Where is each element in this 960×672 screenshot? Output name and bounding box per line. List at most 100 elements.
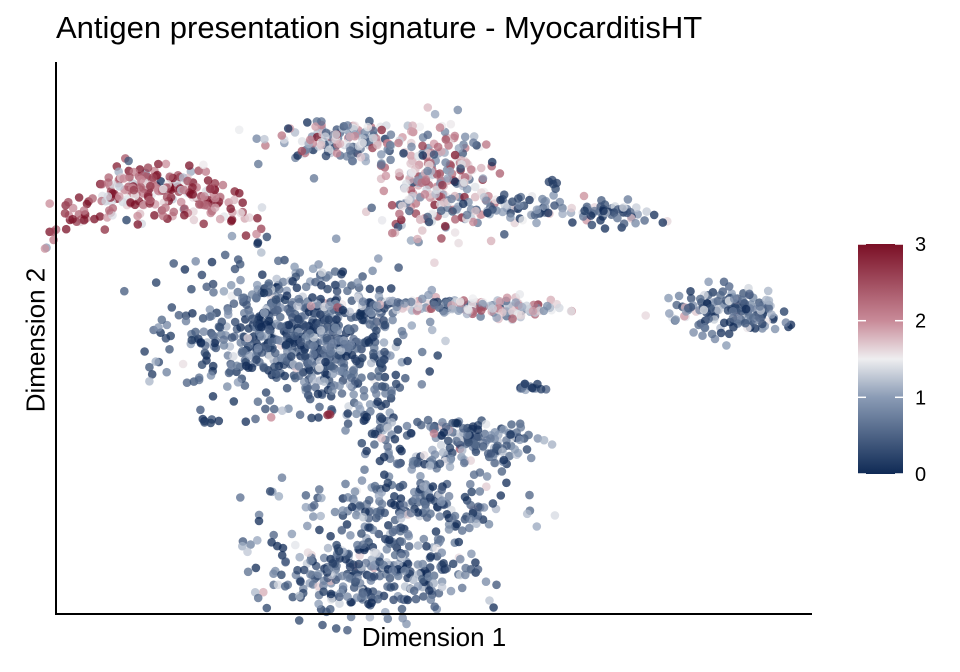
scatter-point-c19 [411, 594, 421, 604]
scatter-point-c11 [722, 341, 731, 350]
scatter-point-c11 [724, 329, 734, 339]
scatter-point-c7 [391, 379, 401, 389]
scatter-point-c9 [555, 303, 564, 313]
scatter-point-c0 [245, 213, 254, 222]
scatter-point-c6 [220, 250, 230, 260]
scatter-point-c6 [355, 311, 365, 320]
scatter-point-c8 [374, 292, 384, 301]
scatter-point-c3 [468, 217, 478, 227]
scatter-point-c19 [413, 560, 423, 569]
scatter-point-c7 [337, 389, 347, 398]
scatter-point-c6 [196, 405, 205, 415]
scatter-point-c9 [455, 297, 465, 306]
scatter-point-c19 [343, 625, 352, 635]
scatter-point-c3 [488, 205, 497, 214]
scatter-point-c19 [277, 551, 287, 560]
scatter-point-c19 [400, 566, 410, 575]
scatter-point-c6 [120, 286, 129, 296]
scatter-point-c18 [435, 512, 445, 521]
scatter-point-c2 [450, 228, 460, 237]
scatter-point-c6 [324, 271, 333, 280]
x-axis-label: Dimension 1 [361, 622, 507, 652]
scatter-point-c19 [431, 527, 441, 536]
scatter-point-c11 [781, 318, 791, 327]
scatter-point-c1 [358, 138, 367, 148]
scatter-point-c2 [387, 200, 397, 210]
scatter-point-c6 [252, 280, 262, 290]
scatter-point-c0 [205, 184, 215, 194]
scatter-point-c8 [294, 294, 303, 304]
scatter-point-c14 [380, 382, 390, 392]
scatter-point-c6 [236, 275, 245, 285]
scatter-point-c0 [227, 231, 237, 241]
scatter-point-c6 [207, 257, 217, 267]
scatter-point-c4 [600, 200, 610, 209]
scatter-point-c0 [229, 195, 239, 205]
scatter-point-c6 [282, 291, 292, 301]
scatter-point-c6 [147, 370, 157, 379]
scatter-point-c6 [253, 343, 263, 353]
scatter-point-c2 [450, 177, 460, 187]
scatter-point-c2 [418, 141, 427, 151]
scatter-point-c7 [311, 383, 320, 392]
scatter-point-c19 [403, 529, 413, 539]
scatter-point-c18 [309, 512, 318, 521]
scatter-point-c0 [162, 192, 172, 202]
scatter-point-c19 [251, 563, 261, 573]
scatter-point-c3 [462, 210, 472, 220]
scatter-point-c7 [374, 366, 384, 376]
scatter-point-c17 [459, 458, 469, 468]
scatter-point-c18 [254, 510, 264, 520]
scatter-point-c1 [277, 131, 287, 140]
scatter-point-c18 [452, 519, 462, 529]
scatter-point-c19 [295, 591, 304, 601]
scatter-point-c2 [386, 155, 395, 165]
scatter-point-c15 [471, 440, 481, 450]
scatter-point-c18 [475, 487, 485, 496]
scatter-point-c18 [343, 493, 353, 502]
scatter-point-c1 [260, 134, 269, 144]
scatter-point-c0 [238, 198, 247, 207]
scatter-point-c19 [303, 548, 313, 557]
scatter-point-c1 [303, 118, 312, 127]
scatter-point-c7 [290, 331, 300, 341]
scatter-point-c2 [376, 160, 386, 169]
scatter-point-c18 [473, 502, 483, 512]
scatter-point-c17 [413, 458, 423, 468]
scatter-point-c2 [435, 123, 445, 132]
scatter-point-c0 [194, 166, 203, 175]
scatter-point-c2 [415, 122, 425, 132]
scatter-point-c7 [238, 346, 247, 356]
scatter-point-c18 [413, 508, 423, 517]
scatter-point-c6 [257, 322, 266, 332]
scatter-point-c14 [357, 438, 367, 448]
scatter-point-c18 [399, 500, 408, 510]
scatter-point-c3 [471, 206, 480, 216]
scatter-point-c6 [372, 317, 381, 327]
scatter-point-c18 [301, 491, 311, 500]
scatter-point-c0 [176, 197, 186, 207]
scatter-point-c17 [490, 458, 499, 468]
scatter-point-c19 [390, 582, 399, 591]
scatter-point-c2 [385, 140, 395, 150]
scatter-point-c0 [201, 167, 211, 176]
scatter-point-c0 [252, 229, 261, 239]
scatter-point-c7 [303, 391, 313, 400]
scatter-point-c0 [202, 201, 212, 210]
scatter-point-c18 [469, 470, 479, 480]
scatter-point-c7 [328, 386, 337, 395]
scatter-point-c18 [482, 482, 491, 492]
scatter-point-c6 [174, 310, 184, 320]
scatter-point-c4 [587, 220, 597, 230]
scatter-point-c6 [233, 378, 243, 387]
scatter-point-c6 [282, 383, 292, 393]
scatter-point-c7 [403, 356, 412, 366]
scatter-point-c0 [218, 180, 228, 190]
scatter-point-c18 [316, 511, 326, 521]
scatter-point-c17 [438, 448, 448, 457]
scatter-point-c18 [506, 430, 515, 439]
scatter-point-c1 [332, 148, 342, 158]
scatter-point-c10 [533, 379, 542, 389]
legend-tick-label: 0 [915, 464, 926, 486]
color-legend: 0 1 2 3 [858, 234, 926, 486]
